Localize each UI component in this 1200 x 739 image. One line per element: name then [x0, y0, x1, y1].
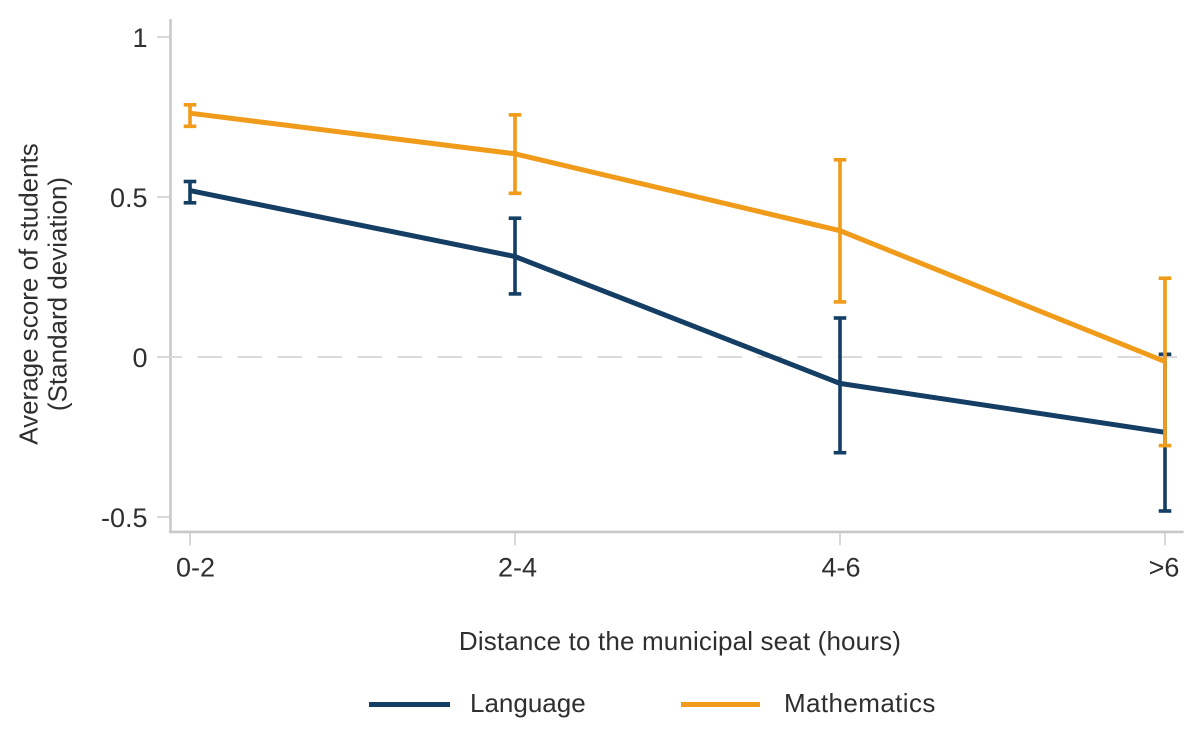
svg-text:(Standard deviation): (Standard deviation) — [43, 177, 73, 411]
svg-text:0.5: 0.5 — [110, 183, 148, 213]
svg-text:1: 1 — [132, 23, 147, 53]
svg-text:2-4: 2-4 — [498, 553, 537, 583]
svg-text:Average score of students: Average score of students — [13, 143, 43, 445]
svg-text:-0.5: -0.5 — [101, 503, 148, 533]
svg-text:Distance to the municipal seat: Distance to the municipal seat (hours) — [459, 626, 901, 656]
svg-text:0: 0 — [132, 343, 147, 373]
svg-text:Mathematics: Mathematics — [784, 688, 936, 718]
svg-text:Language: Language — [470, 688, 586, 718]
svg-text:>6: >6 — [1149, 553, 1180, 583]
svg-text:0-2: 0-2 — [176, 553, 215, 583]
svg-text:4-6: 4-6 — [821, 553, 860, 583]
